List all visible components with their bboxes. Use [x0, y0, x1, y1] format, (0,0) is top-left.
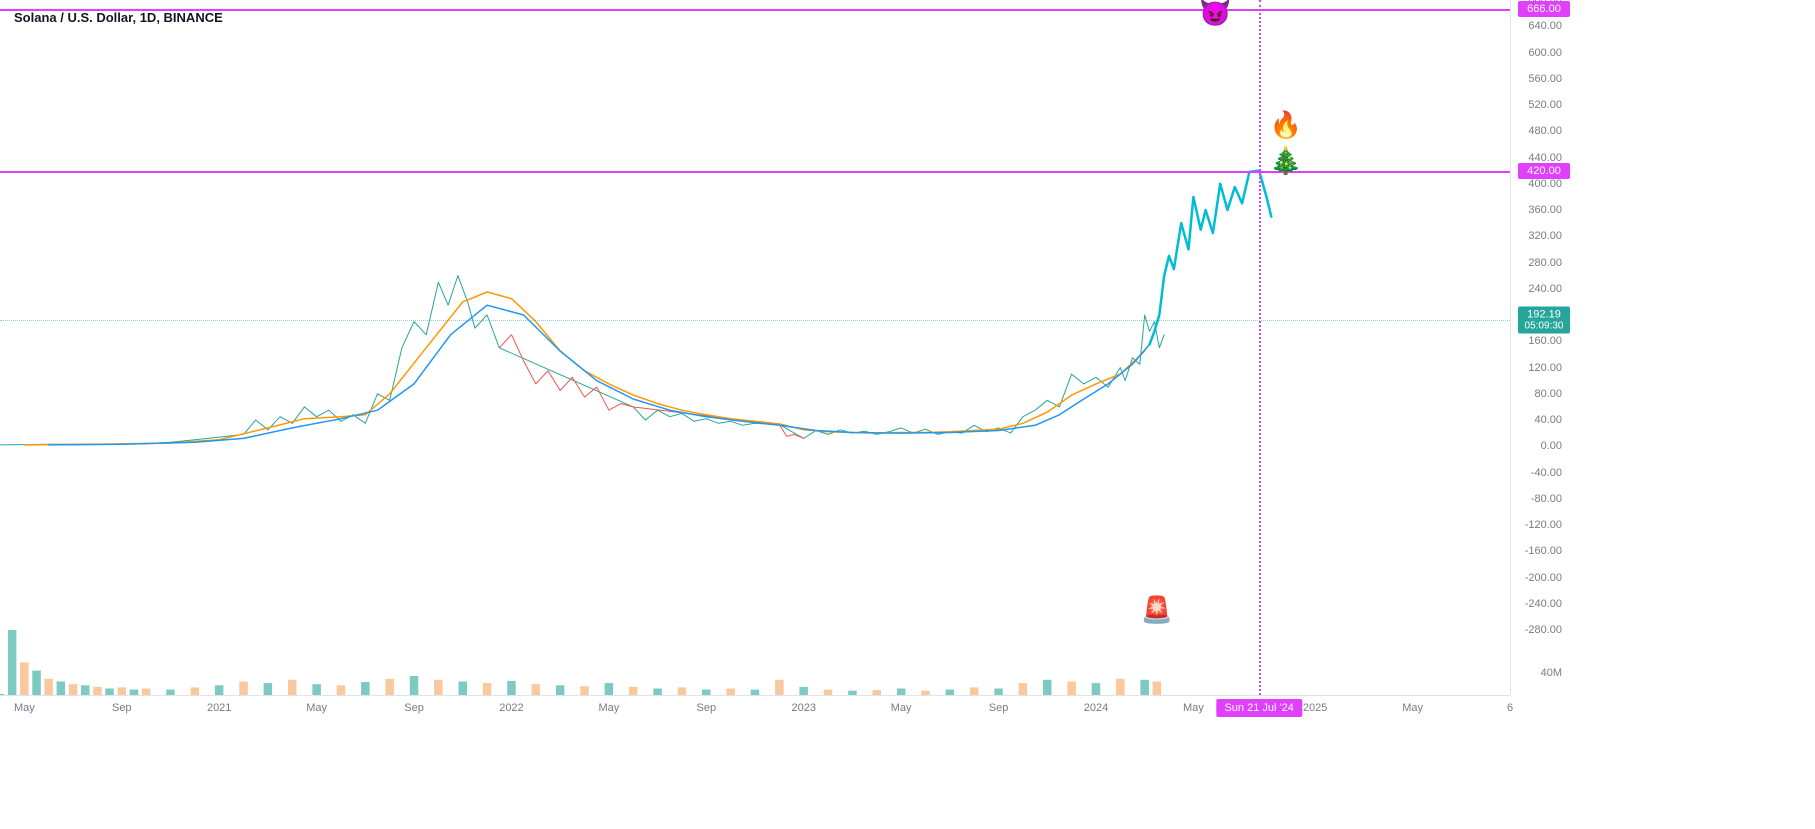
- vertical-time-line[interactable]: [1259, 0, 1261, 695]
- x-axis-tick: 6: [1507, 702, 1513, 714]
- x-axis-highlight: Sun 21 Jul '24: [1216, 699, 1301, 717]
- x-axis-tick: May: [1402, 702, 1423, 714]
- chart-emoji[interactable]: 🚨: [1141, 595, 1173, 626]
- x-axis-tick: May: [306, 702, 327, 714]
- y-axis-tick: -80.00: [1531, 493, 1562, 505]
- y-axis-tick: -200.00: [1525, 572, 1562, 584]
- chart-title: Solana / U.S. Dollar, 1D, BINANCE: [14, 10, 223, 25]
- current-price-label: 192.1905:09:30: [1518, 307, 1570, 334]
- x-axis-tick: May: [891, 702, 912, 714]
- x-axis-tick: 2021: [207, 702, 231, 714]
- x-axis-tick: 2022: [499, 702, 523, 714]
- y-axis-tick: -40.00: [1531, 467, 1562, 479]
- y-axis-tick: 560.00: [1528, 73, 1562, 85]
- y-axis-tick: 600.00: [1528, 47, 1562, 59]
- y-axis-tick: 520.00: [1528, 99, 1562, 111]
- x-axis-tick: May: [598, 702, 619, 714]
- x-axis-tick: Sep: [989, 702, 1009, 714]
- current-price-line: [0, 320, 1510, 321]
- y-axis-tick: 0.00: [1541, 440, 1562, 452]
- y-axis-tick: 40.00: [1534, 414, 1562, 426]
- y-axis-tick: -160.00: [1525, 545, 1562, 557]
- x-axis-tick: Sep: [404, 702, 424, 714]
- y-axis-tick: 320.00: [1528, 230, 1562, 242]
- x-axis-tick: Sep: [112, 702, 132, 714]
- y-axis-tick: -280.00: [1525, 624, 1562, 636]
- chart-emoji[interactable]: 🔥: [1270, 109, 1302, 140]
- y-axis: USD 680.00640.00600.00560.00520.00480.00…: [1510, 0, 1570, 695]
- y-axis-tick: -240.00: [1525, 598, 1562, 610]
- y-axis-tick: 120.00: [1528, 362, 1562, 374]
- x-axis-tick: May: [14, 702, 35, 714]
- chart-emoji[interactable]: 😈: [1199, 0, 1231, 29]
- y-axis-tick: 360.00: [1528, 204, 1562, 216]
- y-axis-tick: 400.00: [1528, 178, 1562, 190]
- y-axis-tick: 480.00: [1528, 125, 1562, 137]
- x-axis-tick: 2025: [1303, 702, 1327, 714]
- y-axis-tick: 80.00: [1534, 388, 1562, 400]
- y-axis-tick: 160.00: [1528, 335, 1562, 347]
- y-axis-tick: 640.00: [1528, 20, 1562, 32]
- volume-axis-tick: 40M: [1541, 667, 1562, 679]
- x-axis-tick: 2024: [1084, 702, 1108, 714]
- x-axis-tick: Sep: [696, 702, 716, 714]
- horizontal-line[interactable]: [0, 9, 1510, 11]
- x-axis: May Sep 2021 May Sep 2022 May Sep 2023 May Sep 2024…: [0, 695, 1510, 725]
- x-axis-tick: May: [1183, 702, 1204, 714]
- x-axis-tick: 2023: [791, 702, 815, 714]
- price-chart-area[interactable]: [0, 0, 1510, 630]
- chart-emoji[interactable]: 🎄: [1270, 145, 1302, 176]
- y-axis-price-label: 666.00: [1518, 1, 1570, 17]
- volume-chart-area[interactable]: [0, 630, 1510, 695]
- y-axis-tick: -120.00: [1525, 519, 1562, 531]
- y-axis-tick: 280.00: [1528, 257, 1562, 269]
- y-axis-price-label: 420.00: [1518, 163, 1570, 179]
- y-axis-tick: 240.00: [1528, 283, 1562, 295]
